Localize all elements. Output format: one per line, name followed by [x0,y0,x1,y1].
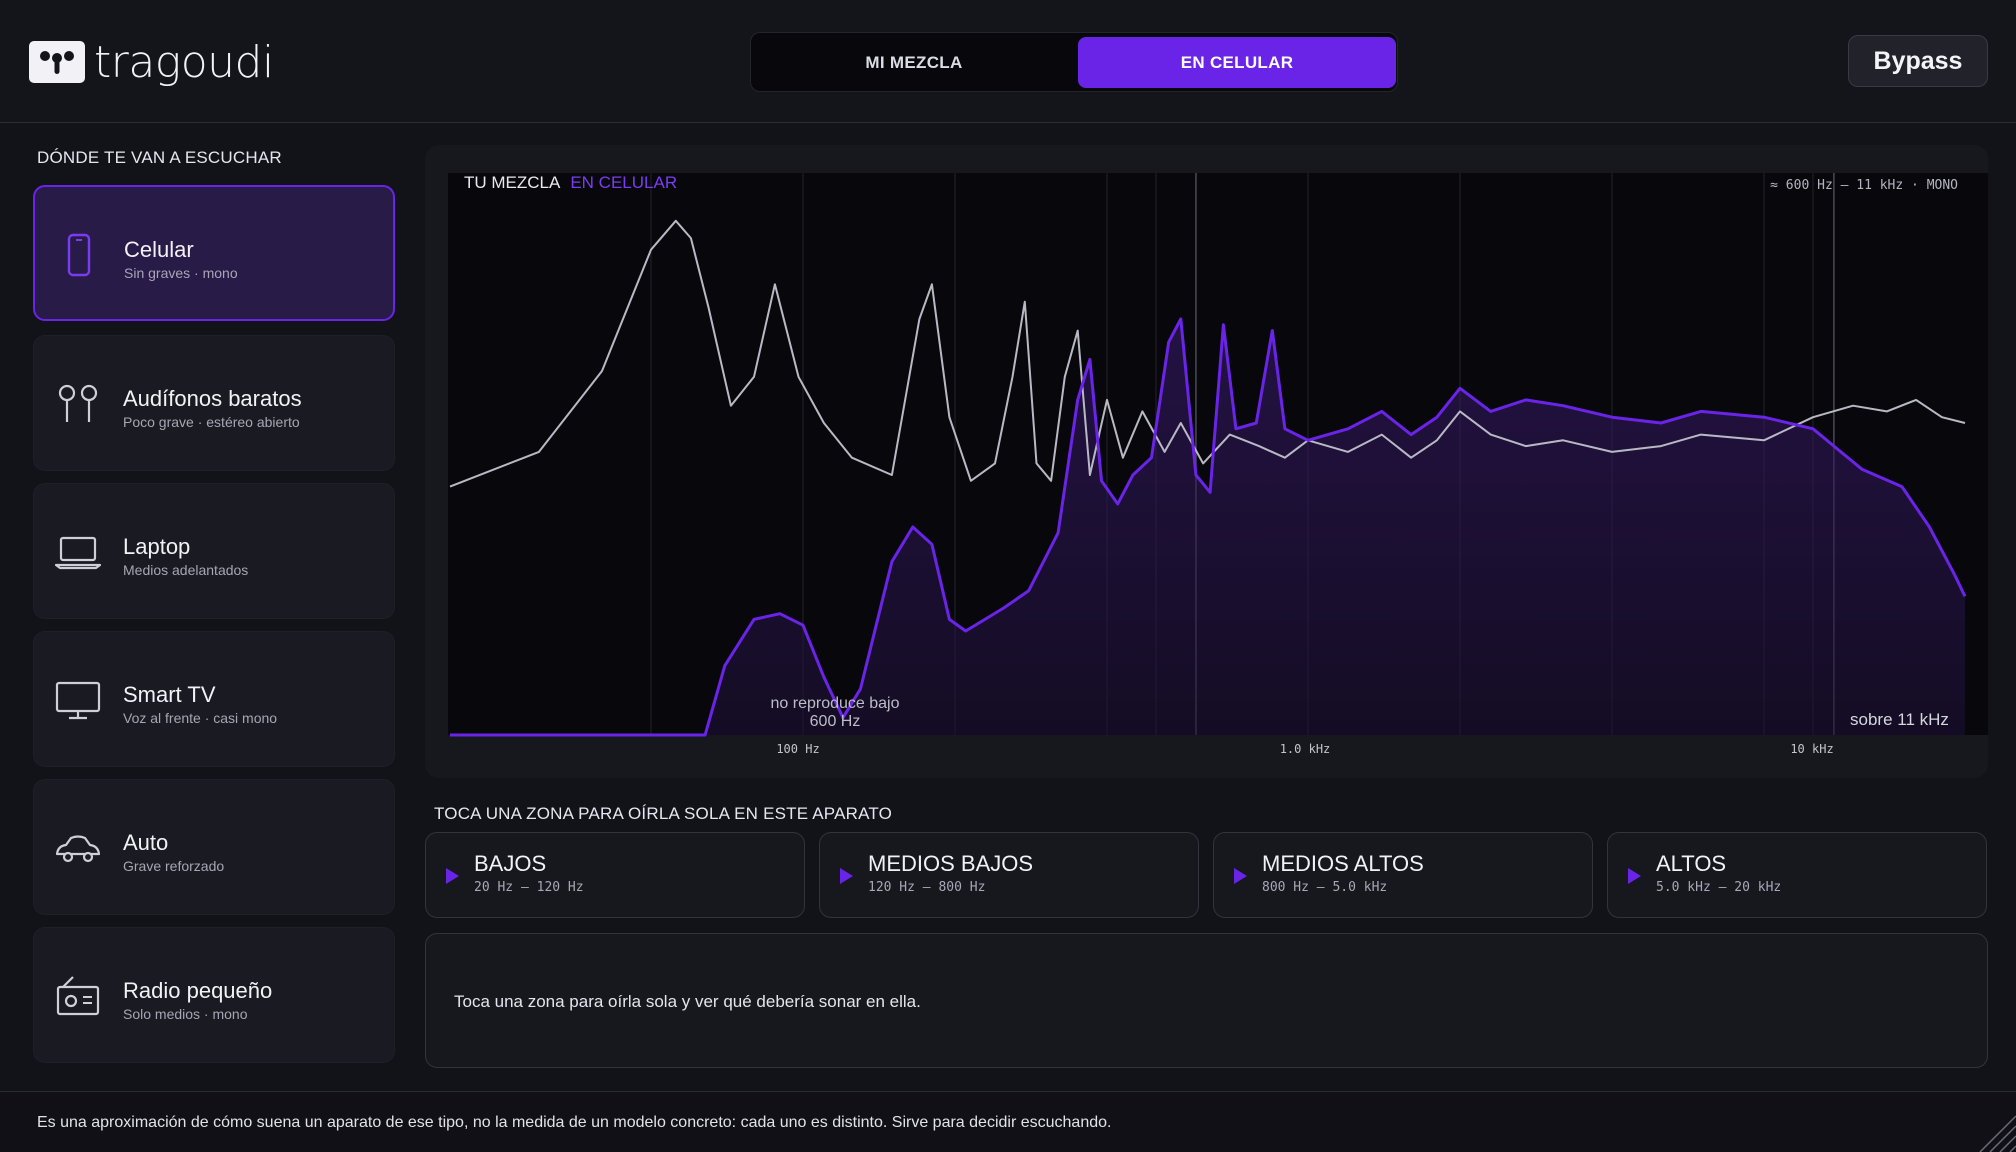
device-laptop[interactable]: Laptop Medios adelantados [33,483,395,619]
device-name: Smart TV [123,682,216,707]
low-cut-note: no reproduce bajo 600 Hz [770,695,900,730]
tick-label-10khz: 10 kHz [1790,742,1834,756]
logo-icon [29,41,85,83]
chart-title-accent: EN CELULAR [570,173,678,192]
footer: Es una aproximación de cómo suena un apa… [0,1091,2016,1152]
device-name: Celular [124,237,194,262]
series-line-en-celular [450,317,1967,737]
zone-info-panel: Toca una zona para oírla sola y ver qué … [425,933,1988,1068]
tv-icon [55,681,101,720]
play-icon [840,868,853,884]
earbuds-icon [58,384,98,422]
zone-name: BAJOS [474,851,547,876]
device-audifonos[interactable]: Audífonos baratos Poco grave · estéreo a… [33,335,395,471]
zone-name: MEDIOS ALTOS [1262,851,1424,876]
zones-title: TOCA UNA ZONA PARA OÍRLA SOLA EN ESTE AP… [434,804,893,823]
device-name: Radio pequeño [123,978,273,1003]
tick-label-100hz: 100 Hz [776,742,820,756]
tab-mi-mezcla[interactable]: MI MEZCLA [865,52,963,72]
device-name: Audífonos baratos [123,386,302,411]
zone-medios-bajos-button[interactable]: MEDIOS BAJOS 120 Hz – 800 Hz [819,832,1199,918]
device-description: Grave reforzado [123,858,225,874]
series-line-tu-mezcla [449,219,1966,488]
view-toggle: MI MEZCLA EN CELULAR [750,32,1398,92]
device-name: Laptop [123,534,191,559]
laptop-icon [54,536,102,570]
device-description: Solo medios · mono [123,1006,248,1022]
bypass-button[interactable]: Bypass [1848,35,1988,87]
device-radio[interactable]: Radio pequeño Solo medios · mono [33,927,395,1063]
phone-icon [67,233,91,277]
zone-altos-button[interactable]: ALTOS 5.0 kHz – 20 kHz [1607,832,1987,918]
device-description: Medios adelantados [123,562,249,578]
radio-icon [56,976,100,1016]
zone-range: 5.0 kHz – 20 kHz [1656,880,1782,895]
device-description: Sin graves · mono [124,265,238,281]
brand-logo: tragoudi [28,36,274,88]
device-description: Poco grave · estéreo abierto [123,414,300,430]
brand-name: tragoudi [94,36,274,88]
chart-passband-info: ≈ 600 Hz – 11 kHz · MONO [1770,178,1958,193]
device-celular[interactable]: Celular Sin graves · mono [33,185,395,321]
tick-label-1khz: 1.0 kHz [1279,742,1331,756]
device-description: Voz al frente · casi mono [123,710,278,726]
device-smart-tv[interactable]: Smart TV Voz al frente · casi mono [33,631,395,767]
play-icon [1628,868,1641,884]
zone-range: 120 Hz – 800 Hz [868,880,986,895]
high-cut-note: sobre 11 kHz [1850,710,1949,729]
zone-name: MEDIOS BAJOS [868,851,1034,876]
spectrum-chart [448,173,1988,737]
zone-name: ALTOS [1656,851,1727,876]
zone-range: 20 Hz – 120 Hz [474,880,584,895]
chart-title: TU MEZCLA EN CELULAR [464,173,678,192]
zone-bajos-button[interactable]: BAJOS 20 Hz – 120 Hz [425,832,805,918]
zone-range: 800 Hz – 5.0 kHz [1262,880,1388,895]
play-icon [446,868,459,884]
device-auto[interactable]: Auto Grave reforzado [33,779,395,915]
play-icon [1234,868,1247,884]
device-response-area [450,319,1965,735]
spectrum-panel: TU MEZCLA EN CELULAR ≈ 600 Hz – 11 kHz · … [425,145,1988,778]
zone-medios-altos-button[interactable]: MEDIOS ALTOS 800 Hz – 5.0 kHz [1213,832,1593,918]
resize-grip-icon[interactable] [1970,1106,2016,1152]
top-bar: tragoudi MI MEZCLA EN CELULAR Bypass [0,0,2016,123]
tab-en-celular[interactable]: EN CELULAR [1078,37,1396,88]
sidebar-title: DÓNDE TE VAN A ESCUCHAR [37,148,282,167]
car-icon [55,835,101,863]
disclaimer-text: Es una aproximación de cómo suena un apa… [37,1114,1112,1131]
zone-hint-text: Toca una zona para oírla sola y ver qué … [454,992,921,1011]
device-name: Auto [123,830,169,855]
